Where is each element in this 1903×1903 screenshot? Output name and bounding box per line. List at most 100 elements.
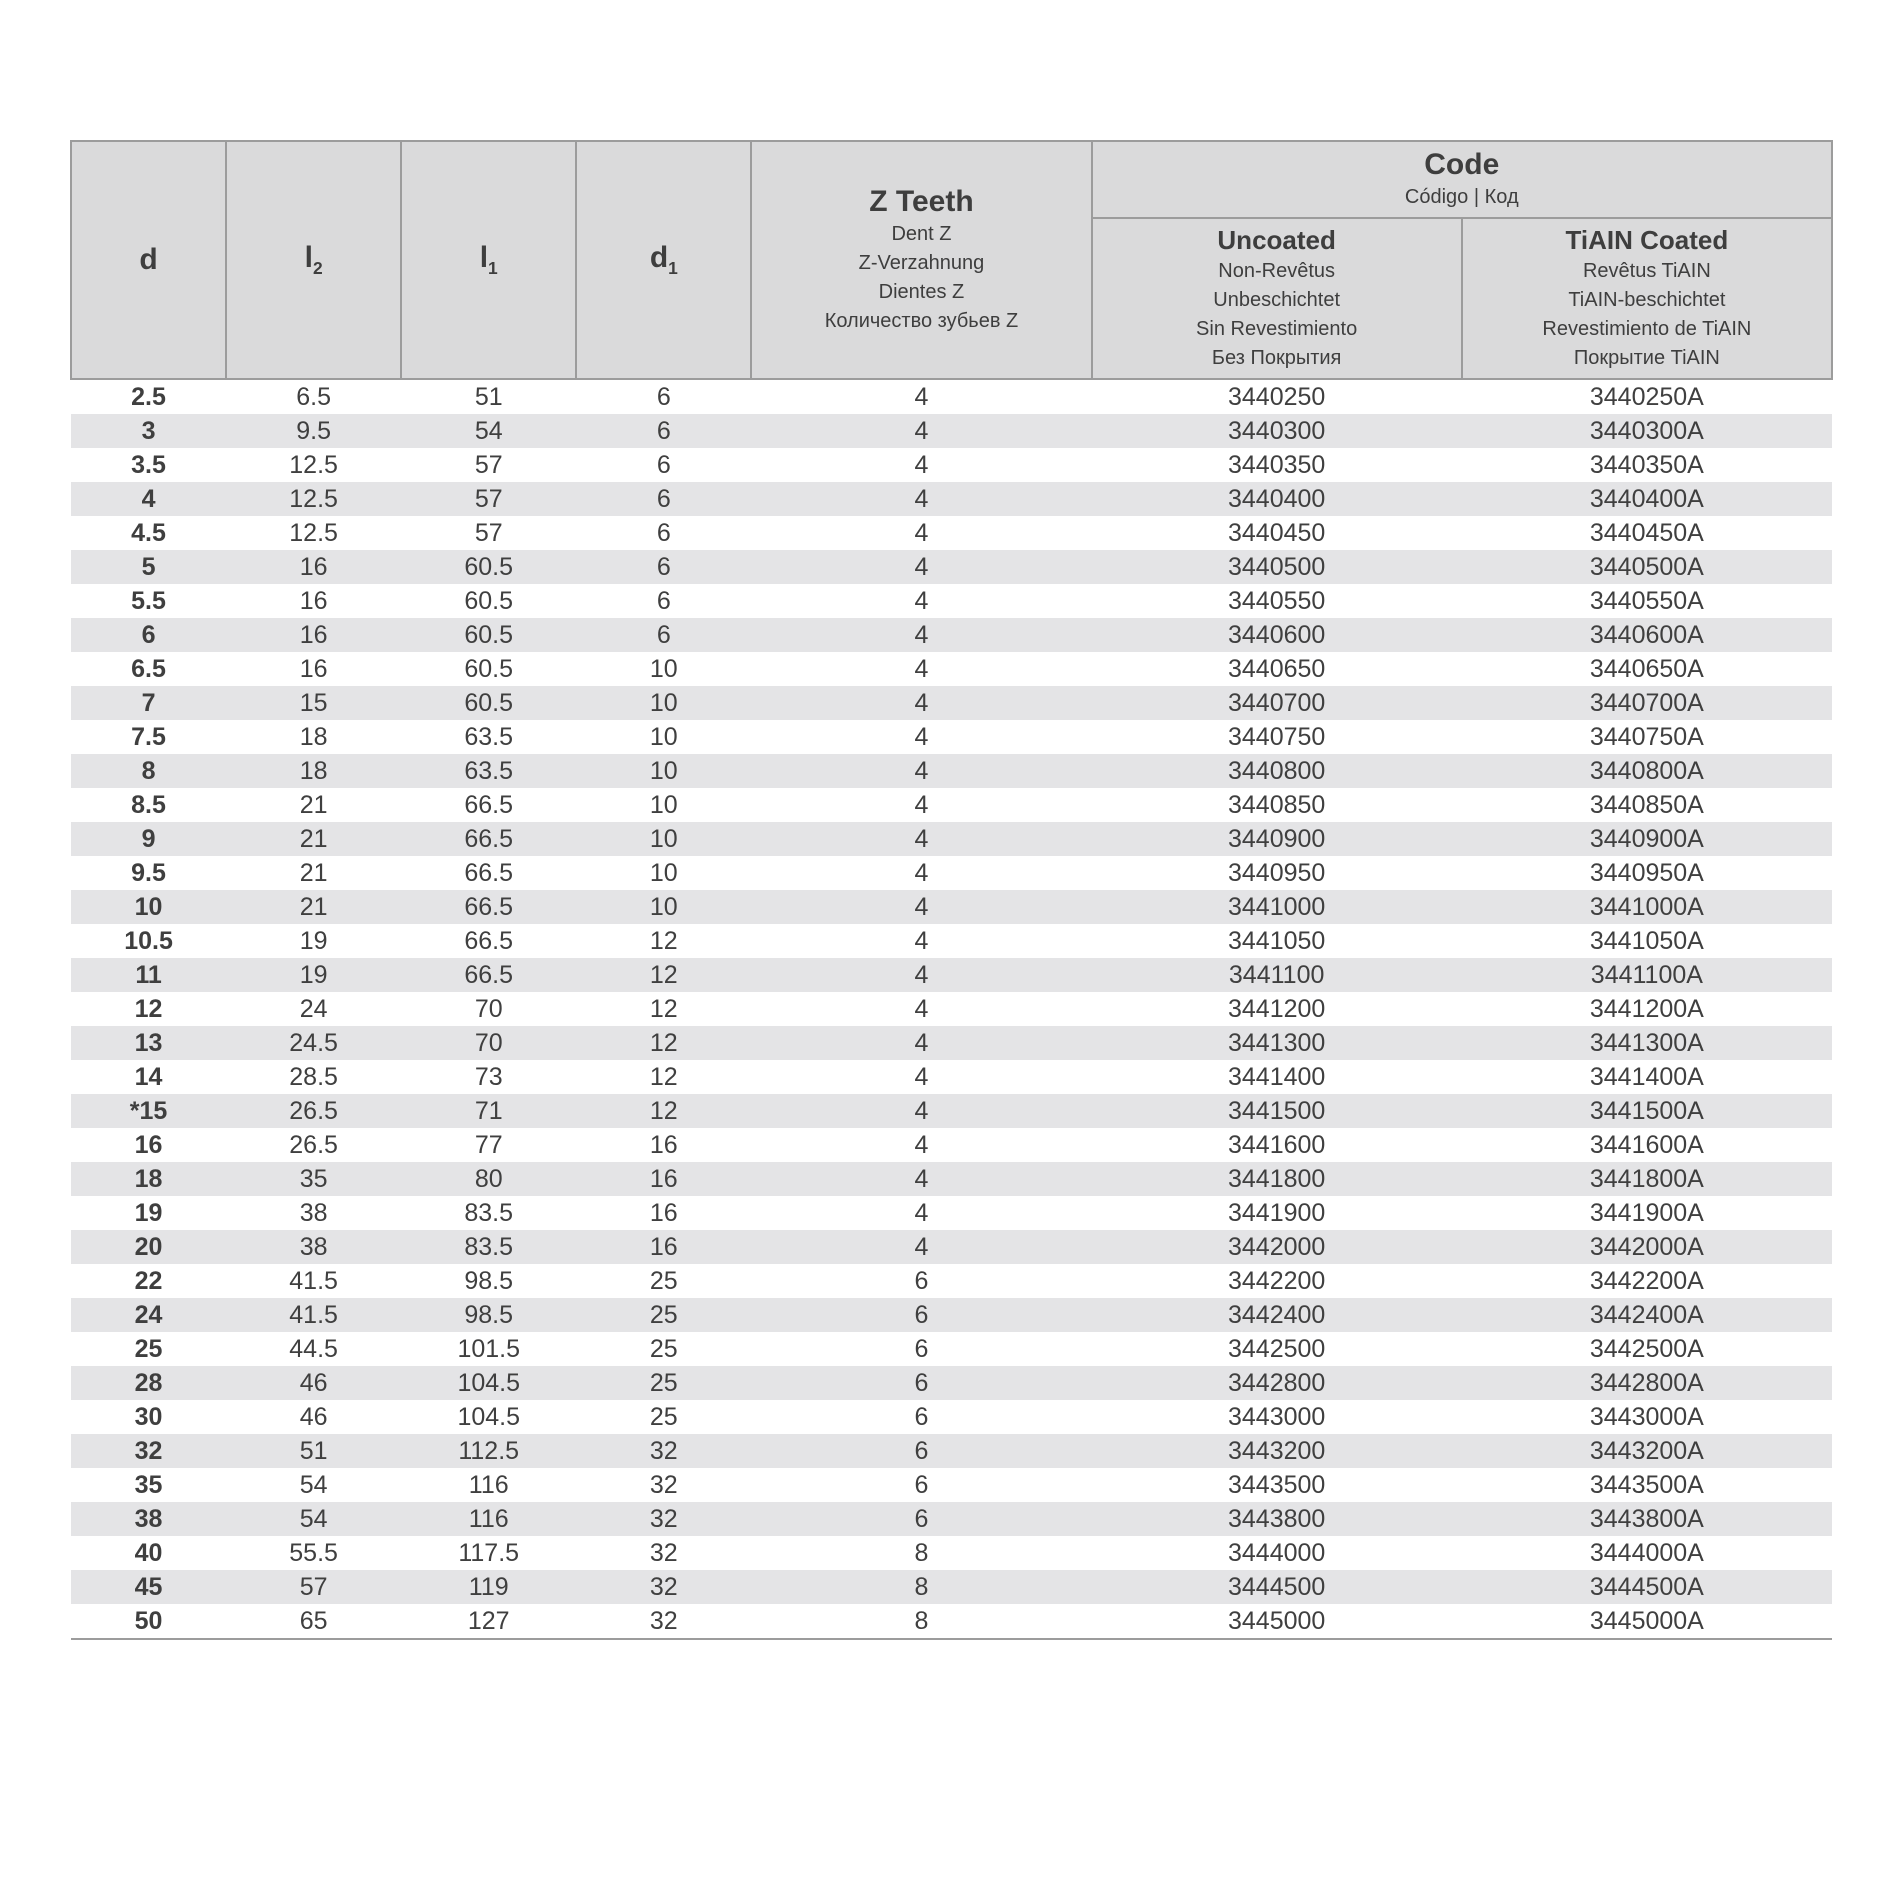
header-z-line3: Количество зубьев Z <box>756 308 1086 335</box>
cell-d: 16 <box>71 1128 226 1162</box>
table-row: 6.51660.510434406503440650A <box>71 652 1832 686</box>
cell-d1: 32 <box>576 1570 751 1604</box>
cell-uncoated: 3445000 <box>1092 1604 1462 1639</box>
cell-l2: 54 <box>226 1502 401 1536</box>
cell-l1: 66.5 <box>401 924 576 958</box>
cell-d1: 10 <box>576 890 751 924</box>
table-row: 1428.57312434414003441400A <box>71 1060 1832 1094</box>
cell-d: 50 <box>71 1604 226 1639</box>
cell-d1: 16 <box>576 1230 751 1264</box>
cell-d1: 12 <box>576 1026 751 1060</box>
cell-tialn: 3443000A <box>1462 1400 1832 1434</box>
cell-l1: 119 <box>401 1570 576 1604</box>
cell-uncoated: 3444500 <box>1092 1570 1462 1604</box>
cell-l1: 71 <box>401 1094 576 1128</box>
table-row: 7.51863.510434407503440750A <box>71 720 1832 754</box>
cell-d: 2.5 <box>71 379 226 414</box>
cell-l1: 60.5 <box>401 584 576 618</box>
cell-l2: 46 <box>226 1400 401 1434</box>
cell-d1: 10 <box>576 856 751 890</box>
table-row: 71560.510434407003440700A <box>71 686 1832 720</box>
cell-tialn: 3441000A <box>1462 890 1832 924</box>
cell-z: 6 <box>751 1400 1091 1434</box>
cell-d1: 6 <box>576 414 751 448</box>
cell-l2: 38 <box>226 1230 401 1264</box>
cell-tialn: 3440300A <box>1462 414 1832 448</box>
cell-z: 4 <box>751 1094 1091 1128</box>
cell-uncoated: 3442000 <box>1092 1230 1462 1264</box>
col-header-uncoated: Uncoated Non-Revêtus Unbeschichtet Sin R… <box>1092 218 1462 379</box>
cell-d: 7 <box>71 686 226 720</box>
table-row: 2441.598.525634424003442400A <box>71 1298 1832 1332</box>
cell-d: 13 <box>71 1026 226 1060</box>
cell-d1: 10 <box>576 822 751 856</box>
cell-l1: 127 <box>401 1604 576 1639</box>
cell-uncoated: 3441100 <box>1092 958 1462 992</box>
cell-d: 25 <box>71 1332 226 1366</box>
header-tialn-0: Revêtus TiAIN <box>1467 258 1827 285</box>
cell-d1: 6 <box>576 584 751 618</box>
cell-l2: 21 <box>226 822 401 856</box>
cell-l2: 55.5 <box>226 1536 401 1570</box>
cell-z: 6 <box>751 1502 1091 1536</box>
cell-l1: 112.5 <box>401 1434 576 1468</box>
cell-d: 3 <box>71 414 226 448</box>
cell-d: 10 <box>71 890 226 924</box>
table-row: 2846104.525634428003442800A <box>71 1366 1832 1400</box>
cell-z: 4 <box>751 992 1091 1026</box>
cell-d1: 12 <box>576 1060 751 1094</box>
cell-l2: 9.5 <box>226 414 401 448</box>
cell-uncoated: 3440550 <box>1092 584 1462 618</box>
cell-tialn: 3442200A <box>1462 1264 1832 1298</box>
header-tialn-1: TiAIN-beschichtet <box>1467 287 1827 314</box>
cell-l1: 51 <box>401 379 576 414</box>
cell-d1: 25 <box>576 1400 751 1434</box>
cell-l2: 19 <box>226 924 401 958</box>
cell-uncoated: 3440850 <box>1092 788 1462 822</box>
table-row: 1626.57716434416003441600A <box>71 1128 1832 1162</box>
cell-l1: 116 <box>401 1502 576 1536</box>
cell-uncoated: 3441000 <box>1092 890 1462 924</box>
cell-d1: 16 <box>576 1162 751 1196</box>
col-header-l2: l2 <box>226 141 401 379</box>
table-row: 102166.510434410003441000A <box>71 890 1832 924</box>
cell-d1: 10 <box>576 720 751 754</box>
cell-d: 28 <box>71 1366 226 1400</box>
header-uncoated-0: Non-Revêtus <box>1097 258 1457 285</box>
cell-tialn: 3440350A <box>1462 448 1832 482</box>
table-row: 412.5576434404003440400A <box>71 482 1832 516</box>
cell-z: 8 <box>751 1536 1091 1570</box>
cell-l1: 98.5 <box>401 1264 576 1298</box>
cell-l2: 26.5 <box>226 1128 401 1162</box>
cell-l1: 60.5 <box>401 686 576 720</box>
table-row: 1324.57012434413003441300A <box>71 1026 1832 1060</box>
cell-d: 6 <box>71 618 226 652</box>
cell-uncoated: 3443800 <box>1092 1502 1462 1536</box>
cell-uncoated: 3441050 <box>1092 924 1462 958</box>
cell-d: 12 <box>71 992 226 1026</box>
cell-tialn: 3441200A <box>1462 992 1832 1026</box>
cell-tialn: 3441100A <box>1462 958 1832 992</box>
cell-uncoated: 3443200 <box>1092 1434 1462 1468</box>
cell-z: 6 <box>751 1434 1091 1468</box>
cell-uncoated: 3440250 <box>1092 379 1462 414</box>
table-row: 355411632634435003443500A <box>71 1468 1832 1502</box>
cell-uncoated: 3440400 <box>1092 482 1462 516</box>
cell-z: 4 <box>751 754 1091 788</box>
cell-l2: 44.5 <box>226 1332 401 1366</box>
cell-d: 3.5 <box>71 448 226 482</box>
cell-tialn: 3444500A <box>1462 1570 1832 1604</box>
cell-l1: 63.5 <box>401 720 576 754</box>
cell-d1: 6 <box>576 379 751 414</box>
header-l1-label: l1 <box>480 241 498 274</box>
cell-l1: 57 <box>401 448 576 482</box>
cell-d1: 25 <box>576 1366 751 1400</box>
cell-d1: 32 <box>576 1468 751 1502</box>
cell-uncoated: 3440350 <box>1092 448 1462 482</box>
cell-d1: 10 <box>576 754 751 788</box>
table-row: 455711932834445003444500A <box>71 1570 1832 1604</box>
cell-l1: 73 <box>401 1060 576 1094</box>
cell-uncoated: 3440600 <box>1092 618 1462 652</box>
header-l2-label: l2 <box>305 241 323 274</box>
table-row: 3251112.532634432003443200A <box>71 1434 1832 1468</box>
